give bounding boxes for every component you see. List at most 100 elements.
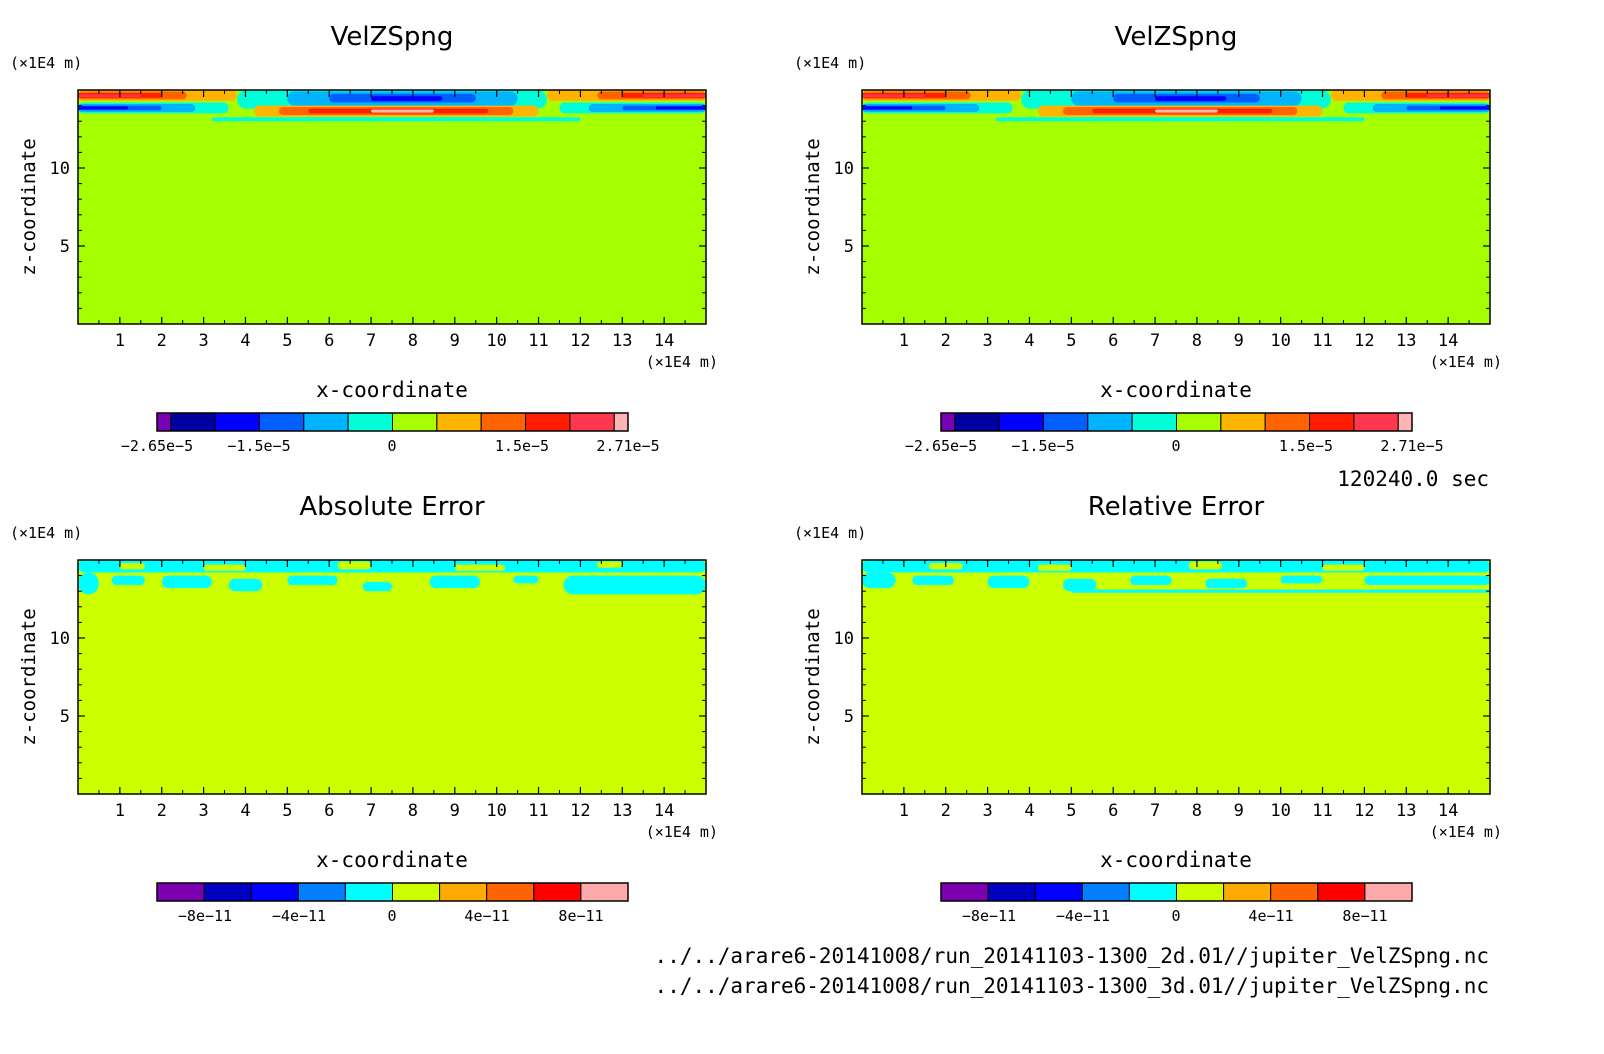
x-tick-label: 13 <box>612 331 632 351</box>
x-axis-label: x-coordinate <box>316 848 468 872</box>
contour-band <box>1129 575 1172 585</box>
x-unit-label: (×1E4 m) <box>1430 823 1502 841</box>
contour-band <box>1364 575 1490 585</box>
contour-band <box>1322 564 1365 571</box>
contour-band <box>862 94 925 98</box>
x-tick-label: 6 <box>1108 801 1118 821</box>
x-tick-label: 14 <box>654 801 674 821</box>
colorbar-label: 2.71e−5 <box>1380 437 1443 455</box>
colorbar-segment <box>486 882 535 902</box>
y-tick-label: 10 <box>834 629 854 649</box>
x-tick-label: 13 <box>1396 331 1416 351</box>
colorbar-segment <box>580 882 629 902</box>
colorbar-segment <box>1309 412 1355 432</box>
x-tick-label: 9 <box>450 331 460 351</box>
x-tick-label: 5 <box>282 801 292 821</box>
colorbar-segment <box>203 882 252 902</box>
colorbar-label: −4e−11 <box>272 907 326 925</box>
y-unit-label: (×1E4 m) <box>794 524 866 542</box>
colorbar-segment <box>480 412 527 432</box>
y-tick-label: 10 <box>50 159 70 179</box>
x-tick-label: 6 <box>324 801 334 821</box>
plot-area <box>862 90 1490 324</box>
colorbar-segment <box>1270 882 1319 902</box>
x-tick-label: 7 <box>366 801 376 821</box>
x-tick-label: 3 <box>198 801 208 821</box>
contour-band <box>1155 109 1218 113</box>
colorbar-label: 8e−11 <box>1342 907 1387 925</box>
colorbar-segment <box>1353 412 1399 432</box>
x-tick-label: 9 <box>450 801 460 821</box>
x-tick-label: 2 <box>157 331 167 351</box>
y-tick-label: 10 <box>834 159 854 179</box>
colorbar-label: 1.5e−5 <box>1279 437 1333 455</box>
x-tick-label: 8 <box>408 331 418 351</box>
contour-band <box>987 575 1030 589</box>
x-tick-label: 10 <box>486 801 506 821</box>
colorbar-segment <box>987 882 1036 902</box>
contour-bands <box>78 90 706 122</box>
contour-band <box>1188 561 1223 570</box>
colorbar-label: 0 <box>387 907 396 925</box>
colorbar-label: −8e−11 <box>178 907 232 925</box>
x-unit-label: (×1E4 m) <box>1430 353 1502 371</box>
colorbar-segment <box>1176 412 1222 432</box>
x-tick-label: 12 <box>570 331 590 351</box>
x-tick-label: 11 <box>1312 801 1332 821</box>
y-tick-label: 10 <box>50 629 70 649</box>
x-tick-label: 8 <box>1192 331 1202 351</box>
colorbar-label: 4e−11 <box>464 907 509 925</box>
x-tick-label: 10 <box>486 331 506 351</box>
colorbar-label: −8e−11 <box>962 907 1016 925</box>
contour-bands <box>862 90 1490 122</box>
x-tick-label: 5 <box>1066 801 1076 821</box>
x-tick-label: 3 <box>982 801 992 821</box>
x-axis-label: x-coordinate <box>1100 848 1252 872</box>
colorbar-segment <box>1081 882 1130 902</box>
x-tick-label: 4 <box>240 801 250 821</box>
x-tick-label: 11 <box>1312 331 1332 351</box>
x-tick-label: 7 <box>366 331 376 351</box>
colorbar-segment <box>998 412 1044 432</box>
x-tick-label: 6 <box>1108 331 1118 351</box>
colorbar-label: 0 <box>387 437 396 455</box>
x-tick-label: 1 <box>115 801 125 821</box>
x-tick-label: 2 <box>941 801 951 821</box>
contour-band <box>362 581 392 592</box>
x-unit-label: (×1E4 m) <box>646 353 718 371</box>
contour-band <box>862 572 896 589</box>
contour-band <box>371 96 443 101</box>
x-tick-label: 3 <box>982 331 992 351</box>
x-tick-label: 7 <box>1150 331 1160 351</box>
colorbar-frame <box>156 882 629 902</box>
contour-band <box>371 109 434 113</box>
y-unit-label: (×1E4 m) <box>10 54 82 72</box>
contour-band <box>337 561 372 570</box>
contour-band <box>228 578 263 592</box>
file-path-1: ../../arare6-20141008/run_20141103-1300_… <box>655 944 1489 968</box>
contour-band <box>513 575 539 584</box>
colorbar-label: 8e−11 <box>558 907 603 925</box>
colorbar-segment <box>1128 882 1177 902</box>
contour-band <box>203 564 246 571</box>
colorbar-label: −2.65e−5 <box>905 437 977 455</box>
x-tick-label: 2 <box>157 801 167 821</box>
colorbar-segment <box>525 412 571 432</box>
x-tick-label: 10 <box>1270 331 1290 351</box>
contour-band <box>1071 589 1365 593</box>
colorbar-label: −2.65e−5 <box>121 437 193 455</box>
x-tick-label: 13 <box>612 801 632 821</box>
contour-band <box>211 117 581 122</box>
chart-title: Relative Error <box>1088 492 1265 522</box>
colorbar-segment <box>1131 412 1177 432</box>
file-path-2: ../../arare6-20141008/run_20141103-1300_… <box>655 974 1489 998</box>
contour-band <box>78 572 99 595</box>
x-tick-label: 4 <box>1024 801 1034 821</box>
contour-band <box>1439 106 1490 110</box>
colorbar-segment <box>156 412 172 432</box>
colorbar-label: 2.71e−5 <box>596 437 659 455</box>
y-unit-label: (×1E4 m) <box>10 524 82 542</box>
x-tick-label: 3 <box>198 331 208 351</box>
x-tick-label: 14 <box>1438 331 1458 351</box>
